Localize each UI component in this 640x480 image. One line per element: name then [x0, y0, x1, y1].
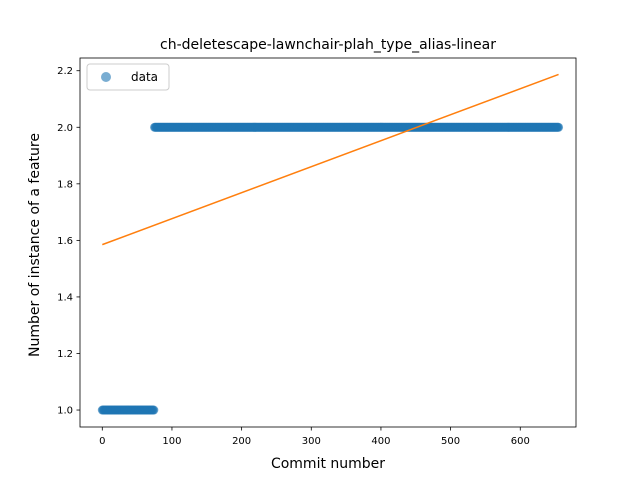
data-point	[149, 405, 159, 415]
y-tick-label: 1.0	[57, 406, 73, 417]
y-tick-label: 1.6	[57, 236, 73, 247]
x-tick-label: 0	[99, 436, 105, 447]
legend: data	[86, 63, 170, 91]
x-tick-label: 600	[511, 436, 530, 447]
chart-title: ch-deletescape-lawnchair-plah_type_alias…	[160, 37, 496, 53]
plot-frame	[79, 57, 577, 428]
x-tick-label: 300	[302, 436, 321, 447]
y-axis-label: Number of instance of a feature	[27, 133, 43, 357]
y-tick-label: 2.2	[57, 66, 73, 77]
y-tick-label: 1.8	[57, 179, 73, 190]
x-tick-label: 500	[441, 436, 460, 447]
fit-line	[102, 73, 559, 246]
legend-box	[86, 63, 170, 91]
y-tick-label: 1.2	[57, 349, 73, 360]
x-tick-label: 100	[162, 436, 181, 447]
legend-label-data: data	[131, 70, 158, 84]
x-tick-label: 200	[232, 436, 251, 447]
x-tick-label: 400	[371, 436, 390, 447]
x-axis-label: Commit number	[271, 456, 385, 472]
data-point	[554, 122, 564, 132]
data-layer	[97, 73, 564, 415]
y-tick-label: 2.0	[57, 123, 73, 134]
axes-layer: 0 100 200 300 400 500 600 1.0 1.2 1.4 1.6 1.8 2.0 2.2	[57, 57, 577, 447]
y-tick-label: 1.4	[57, 292, 73, 303]
legend-marker-data	[101, 72, 111, 82]
